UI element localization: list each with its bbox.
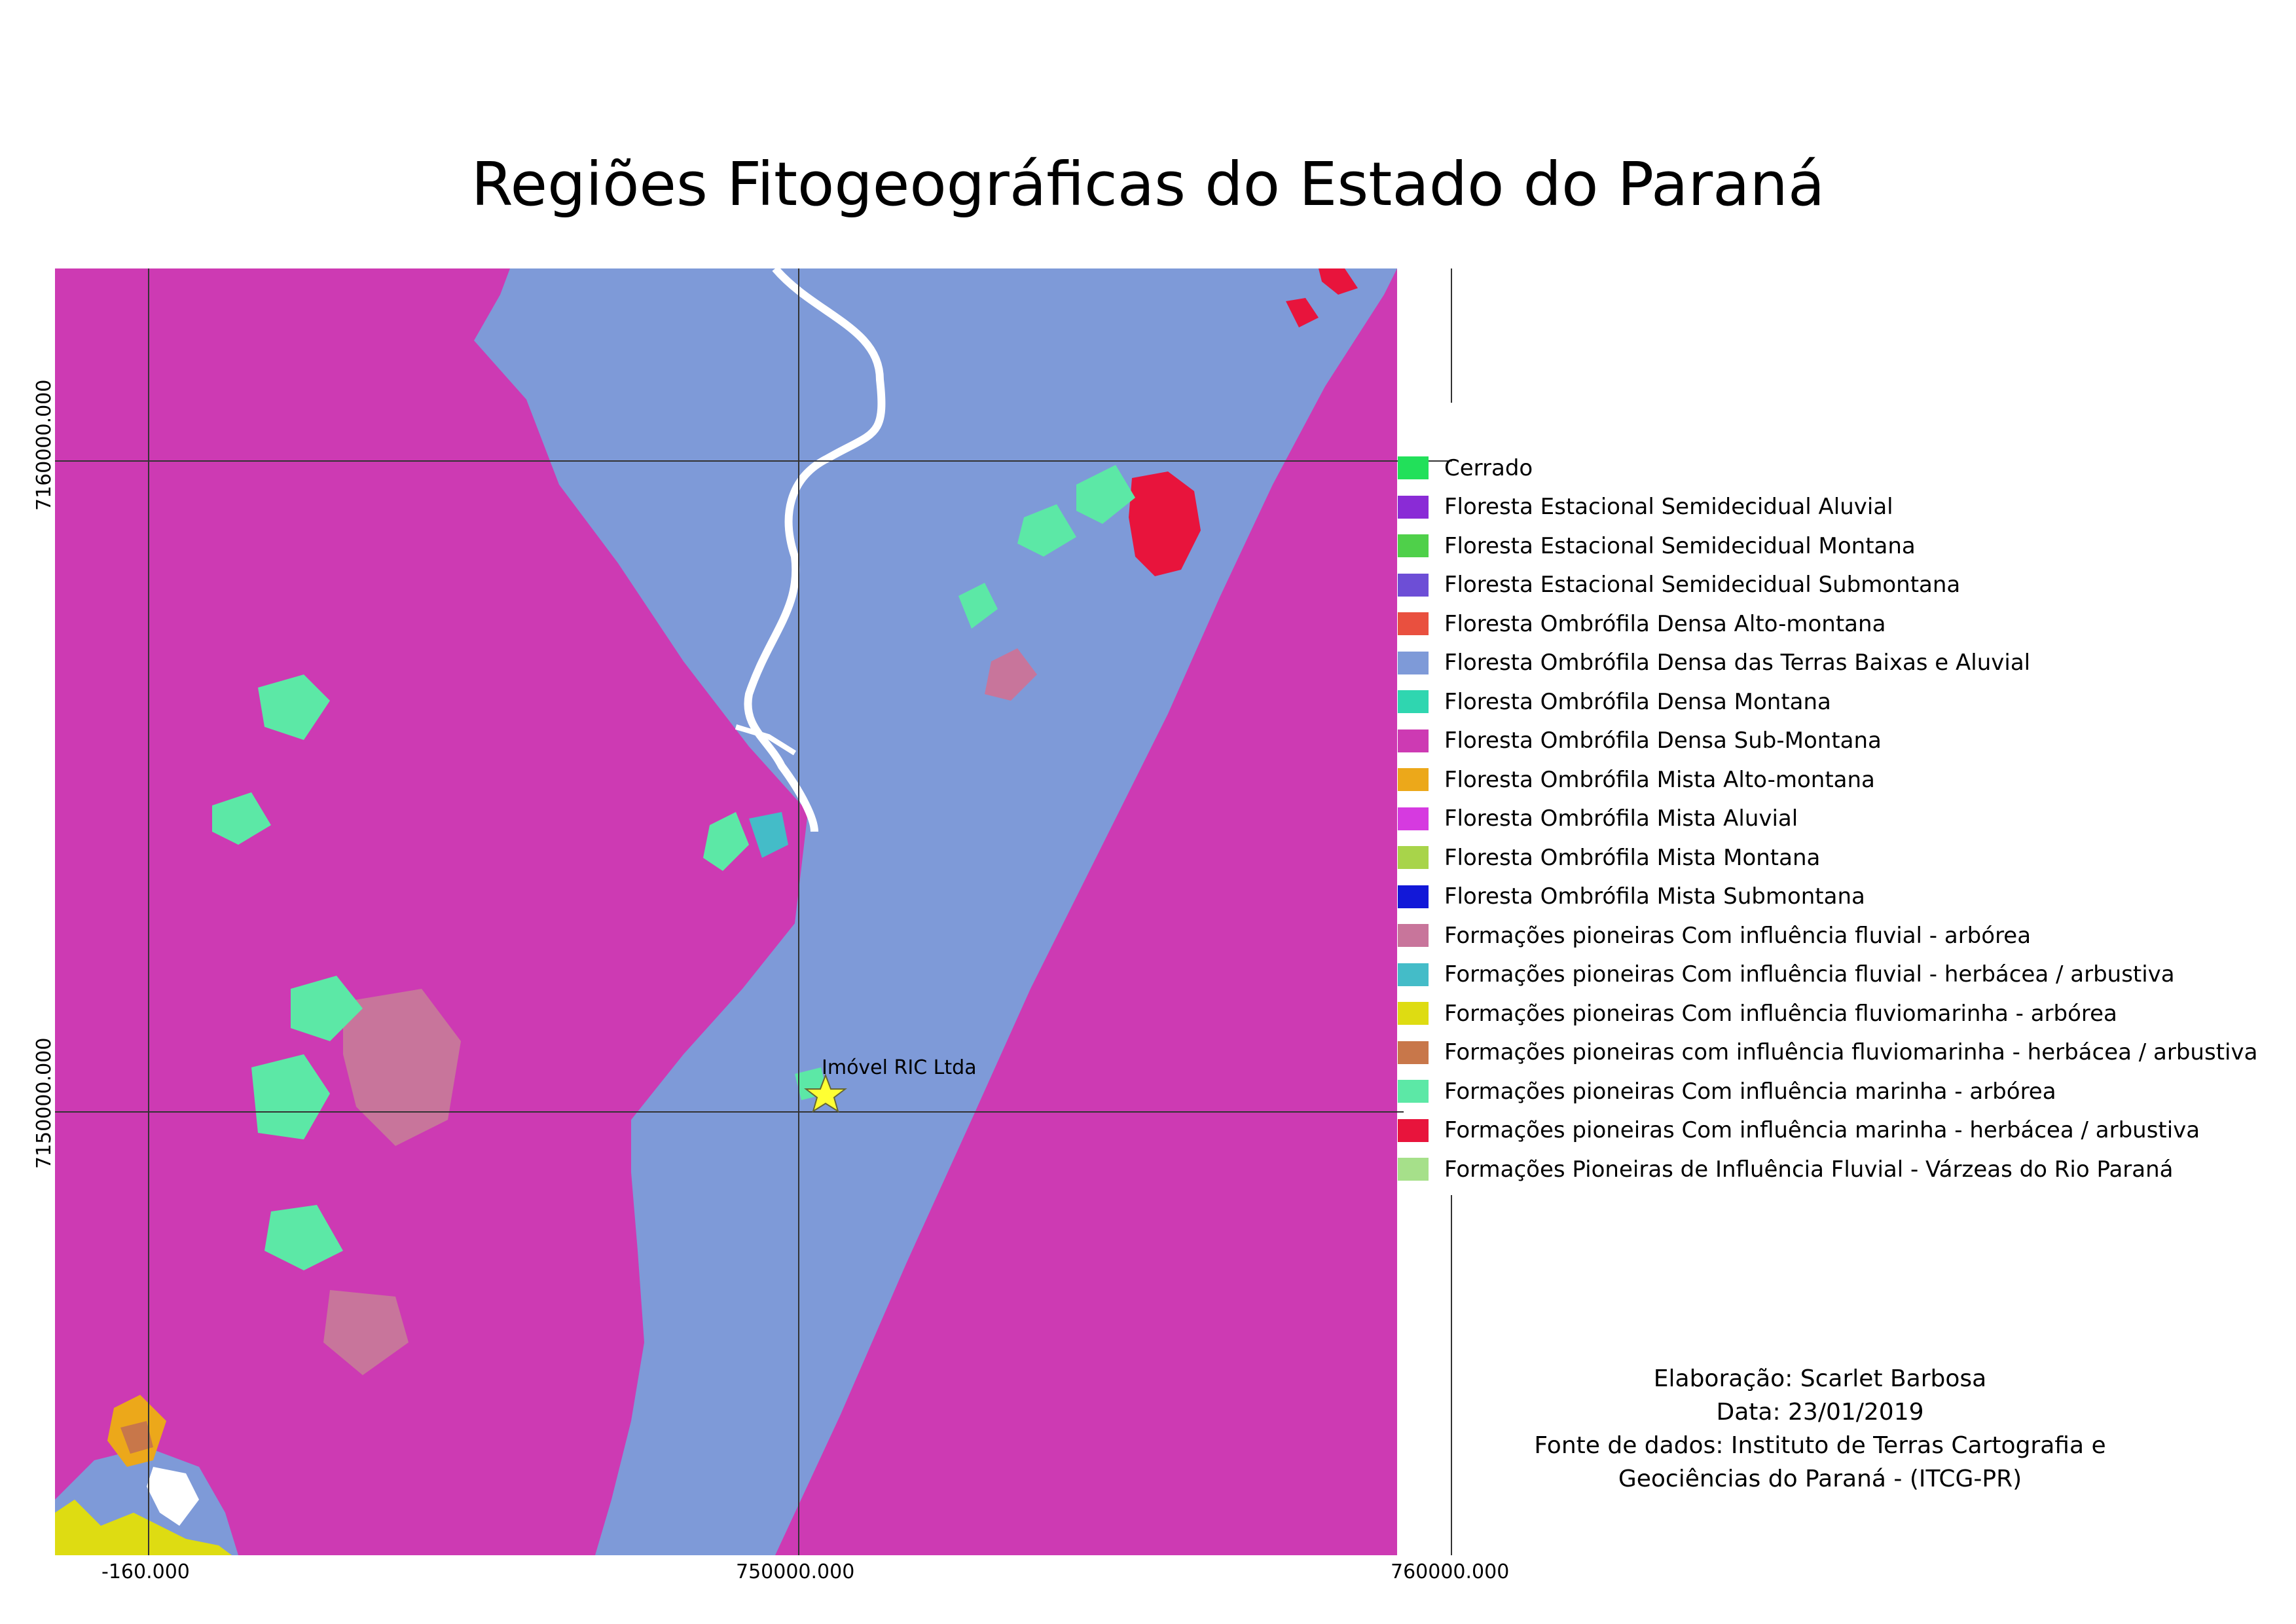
patch-marinha-arborea-9 — [703, 812, 749, 871]
legend-swatch — [1398, 846, 1429, 870]
legend-swatch — [1398, 1002, 1429, 1025]
legend-swatch — [1398, 1080, 1429, 1103]
legend-item: Floresta Ombrófila Mista Aluvial — [1398, 800, 2257, 839]
map-frame[interactable] — [55, 268, 1397, 1555]
legend-item: Floresta Ombrófila Mista Alto-montana — [1398, 760, 2257, 800]
legend-swatch — [1398, 768, 1429, 792]
map-canvas[interactable] — [55, 268, 1397, 1555]
y-tick-label-2: 7150000.000 — [33, 1037, 56, 1169]
legend-label: Floresta Estacional Semidecidual Montana — [1444, 532, 1916, 559]
y-tick-label-1: 7160000.000 — [33, 379, 56, 511]
legend-item: Formações pioneiras Com influência fluvi… — [1398, 994, 2257, 1033]
legend-label: Cerrado — [1444, 454, 1533, 481]
property-marker-label: Imóvel RIC Ltda — [822, 1056, 977, 1079]
patch-marinha-arborea-8 — [958, 583, 998, 629]
star-icon[interactable] — [804, 1073, 847, 1113]
legend-swatch — [1398, 534, 1429, 558]
legend-swatch — [1398, 612, 1429, 636]
legend-label: Floresta Ombrófila Mista Montana — [1444, 844, 1821, 871]
patch-marinha-arborea-5 — [264, 1205, 343, 1270]
legend-label: Formações pioneiras Com influência fluvi… — [1444, 922, 2032, 949]
patch-marinha-arborea-1 — [251, 1054, 330, 1139]
patch-fluvial-arborea-2 — [343, 989, 461, 1146]
legend-label: Formações pioneiras Com influência marin… — [1444, 1117, 2200, 1144]
legend-item: Floresta Ombrófila Densa das Terras Baix… — [1398, 644, 2257, 683]
legend-swatch — [1398, 885, 1429, 908]
legend-item: Formações Pioneiras de Influência Fluvia… — [1398, 1150, 2257, 1189]
legend-item: Floresta Estacional Semidecidual Submont… — [1398, 566, 2257, 605]
legend-item: Floresta Ombrófila Densa Alto-montana — [1398, 604, 2257, 644]
legend-swatch — [1398, 729, 1429, 752]
patch-fluvial-arborea-1 — [985, 648, 1037, 701]
legend-swatch — [1398, 573, 1429, 597]
legend-label: Floresta Ombrófila Densa Alto-montana — [1444, 610, 1886, 637]
patch-corner-brown — [120, 1421, 153, 1454]
legend-swatch — [1398, 690, 1429, 714]
credit-source-1: Fonte de dados: Instituto de Terras Cart… — [1534, 1432, 2106, 1459]
legend-item: Floresta Estacional Semidecidual Aluvial — [1398, 488, 2257, 527]
credit-author: Elaboração: Scarlet Barbosa — [1653, 1365, 1987, 1392]
legend-label: Floresta Estacional Semidecidual Aluvial — [1444, 494, 1893, 521]
legend-item: Formações pioneiras Com influência fluvi… — [1398, 916, 2257, 955]
credit-date: Data: 23/01/2019 — [1716, 1399, 1924, 1426]
legend-item: Floresta Ombrófila Densa Montana — [1398, 682, 2257, 722]
legend-item: Formações pioneiras Com influência marin… — [1398, 1072, 2257, 1111]
patch-corner-white — [147, 1467, 199, 1526]
map-title: Regiões Fitogeográficas do Estado do Par… — [471, 149, 1825, 219]
legend-swatch — [1398, 456, 1429, 480]
patch-marinha-arborea-7 — [1017, 504, 1076, 557]
river — [744, 268, 886, 832]
legend-label: Formações pioneiras Com influência fluvi… — [1444, 961, 2175, 988]
patch-marinha-herbacea-2 — [1319, 268, 1358, 295]
region-densa-terras-baixas — [474, 268, 1397, 1555]
grid-line-y-2-ext — [1397, 1111, 1404, 1113]
legend-swatch — [1398, 651, 1429, 674]
legend-swatch — [1398, 1118, 1429, 1142]
legend-swatch — [1398, 963, 1429, 986]
legend-label: Floresta Ombrófila Densa Montana — [1444, 688, 1831, 715]
legend-label: Floresta Ombrófila Mista Submontana — [1444, 883, 1865, 910]
legend-swatch — [1398, 924, 1429, 948]
legend: Cerrado Floresta Estacional Semidecidual … — [1398, 449, 2257, 1189]
legend-item: Cerrado — [1398, 449, 2257, 488]
legend-label: Formações pioneiras Com influência marin… — [1444, 1078, 2056, 1105]
legend-item: Floresta Ombrófila Densa Sub-Montana — [1398, 722, 2257, 761]
patch-marinha-herbacea-3 — [1286, 298, 1319, 327]
legend-swatch — [1398, 1158, 1429, 1181]
river-branch — [735, 724, 797, 756]
legend-item: Formações pioneiras Com influência marin… — [1398, 1111, 2257, 1151]
patch-fluvial-arborea-3 — [323, 1290, 409, 1375]
credit-source-2: Geociências do Paraná - (ITCG-PR) — [1618, 1466, 2022, 1492]
legend-item: Floresta Ombrófila Mista Montana — [1398, 838, 2257, 877]
patch-marinha-arborea-2 — [291, 976, 363, 1041]
patch-fluvial-herbacea — [749, 812, 788, 858]
x-tick-label-1: -160.000 — [101, 1560, 190, 1583]
legend-swatch — [1398, 495, 1429, 519]
patch-corner-yellow — [55, 1500, 232, 1555]
patch-marinha-arborea-3 — [258, 674, 330, 740]
legend-item: Floresta Ombrófila Mista Submontana — [1398, 877, 2257, 917]
grid-line-x-3-upper — [1451, 268, 1452, 403]
legend-item: Formações pioneiras Com influência fluvi… — [1398, 955, 2257, 995]
legend-swatch — [1398, 1041, 1429, 1064]
legend-label: Formações Pioneiras de Influência Fluvia… — [1444, 1156, 2174, 1183]
legend-item: Formações pioneiras com influência fluvi… — [1398, 1033, 2257, 1073]
x-tick-label-2: 750000.000 — [736, 1560, 855, 1583]
legend-label: Floresta Ombrófila Mista Aluvial — [1444, 805, 1798, 832]
patch-marinha-arborea-4 — [212, 792, 271, 845]
legend-item: Floresta Estacional Semidecidual Montana — [1398, 526, 2257, 566]
grid-line-x-3-lower — [1451, 1195, 1452, 1555]
legend-label: Floresta Ombrófila Mista Alto-montana — [1444, 766, 1875, 793]
legend-label: Formações pioneiras Com influência fluvi… — [1444, 1000, 2117, 1027]
legend-label: Formações pioneiras com influência fluvi… — [1444, 1039, 2258, 1066]
legend-label: Floresta Ombrófila Densa Sub-Montana — [1444, 728, 1882, 754]
legend-label: Floresta Estacional Semidecidual Submont… — [1444, 572, 1961, 599]
legend-label: Floresta Ombrófila Densa das Terras Baix… — [1444, 650, 2031, 676]
patch-marinha-herbacea-1 — [1129, 471, 1201, 576]
credits: Elaboração: Scarlet Barbosa Data: 23/01/… — [1473, 1362, 2167, 1496]
legend-swatch — [1398, 807, 1429, 830]
x-tick-label-3: 760000.000 — [1391, 1560, 1510, 1583]
patch-marinha-arborea-6 — [1076, 465, 1135, 524]
